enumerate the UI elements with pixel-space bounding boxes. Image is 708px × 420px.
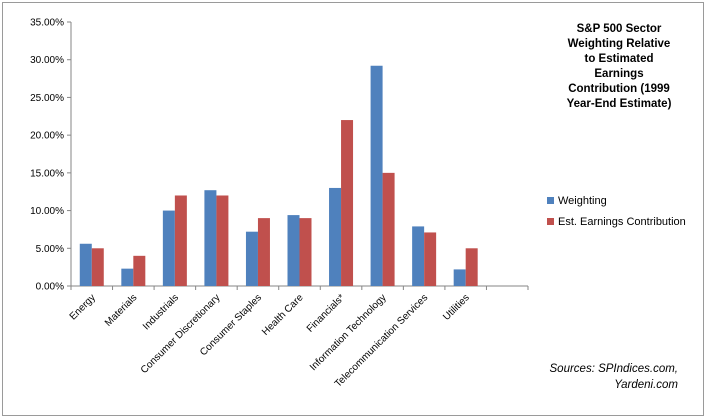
- legend-item: Weighting: [547, 190, 686, 211]
- bar-weighting-health-care: [287, 215, 300, 286]
- x-category-label: Health Care: [260, 292, 306, 338]
- bar-weighting-utilities: [453, 269, 466, 286]
- x-category-label: Materials: [103, 292, 139, 328]
- bar-weighting-industrials: [162, 210, 175, 286]
- legend-swatch: [547, 197, 554, 204]
- bar-weighting-information-technology: [370, 65, 383, 287]
- bar-earnings-telecommunication-services: [424, 232, 437, 286]
- x-category-label: Financials*: [305, 292, 347, 334]
- chart-title: S&P 500 Sector Weighting Relative to Estim…: [540, 22, 698, 112]
- y-tick-label: 0.00%: [36, 282, 64, 293]
- bar-earnings-industrials: [174, 195, 187, 286]
- y-tick-label: 25.00%: [30, 93, 64, 104]
- bar-weighting-consumer-staples: [245, 231, 258, 286]
- bar-earnings-consumer-discretionary: [216, 195, 229, 286]
- legend-swatch: [547, 218, 554, 225]
- bar-earnings-energy: [91, 248, 104, 286]
- source-note: Sources: SPIndices.com, Yardeni.com: [550, 361, 678, 393]
- bar-weighting-consumer-discretionary: [204, 190, 217, 286]
- x-category-label: Consumer Discretionary: [139, 292, 223, 376]
- legend-label: Weighting: [558, 194, 607, 207]
- x-category-label: Utilities: [441, 292, 472, 323]
- y-tick-label: 30.00%: [30, 55, 64, 66]
- y-tick-label: 15.00%: [30, 168, 64, 179]
- y-tick-label: 20.00%: [30, 131, 64, 142]
- y-tick-label: 35.00%: [30, 18, 64, 29]
- chart-title-line: to Estimated: [584, 53, 654, 65]
- bar-weighting-energy: [79, 243, 92, 286]
- source-line-2: Yardeni.com: [614, 379, 678, 391]
- y-axis-ticks: 0.00% 5.00% 10.00% 15.00% 20.00% 25.00% 30.00%…: [30, 18, 71, 293]
- bar-earnings-health-care: [299, 218, 312, 286]
- bar-earnings-materials: [133, 255, 146, 286]
- chart-title-line: Earnings: [594, 68, 644, 80]
- chart-title-line: Contribution (1999: [568, 83, 670, 95]
- chart-legend: Weighting Est. Earnings Contribution: [547, 190, 686, 232]
- chart-title-line: Weighting Relative: [567, 38, 671, 50]
- chart-title-line: Year-End Estimate): [566, 98, 672, 110]
- y-tick-label: 5.00%: [36, 244, 64, 255]
- bar-weighting-materials: [121, 268, 134, 286]
- legend-item: Est. Earnings Contribution: [547, 211, 686, 232]
- chart-bars: [79, 65, 478, 287]
- chart-title-line: S&P 500 Sector: [576, 23, 662, 35]
- source-line-1: Sources: SPIndices.com,: [549, 363, 678, 375]
- bar-weighting-financials: [329, 187, 342, 286]
- legend-label: Est. Earnings Contribution: [558, 215, 686, 228]
- x-category-label: Information Technology: [308, 292, 389, 373]
- bar-earnings-utilities: [465, 248, 478, 286]
- bar-earnings-information-technology: [382, 172, 395, 286]
- x-category-label: Industrials: [141, 292, 181, 332]
- x-category-label: Energy: [68, 292, 98, 322]
- bar-earnings-financials: [341, 120, 354, 286]
- y-tick-label: 10.00%: [30, 206, 64, 217]
- bar-earnings-consumer-staples: [257, 218, 270, 286]
- bar-weighting-telecommunication-services: [412, 226, 425, 286]
